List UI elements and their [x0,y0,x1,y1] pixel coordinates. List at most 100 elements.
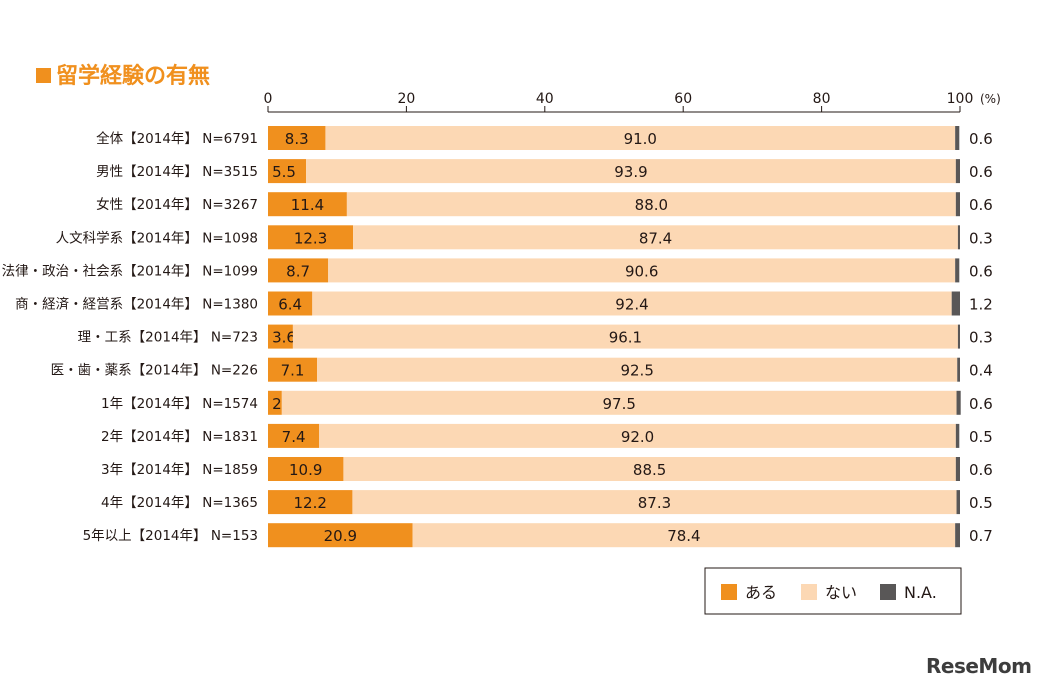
data-label-aru: 8.7 [286,262,310,280]
data-label-nai: 91.0 [624,130,657,148]
bar-na [955,423,960,448]
bar-nai [292,324,958,349]
legend-label: ない [825,583,857,602]
category-label: 理・工系【2014年】 N=723 [78,330,258,346]
data-label-na: 0.6 [969,163,993,181]
data-label-aru: 11.4 [291,196,324,214]
data-label-nai: 78.4 [667,527,700,545]
data-label-nai: 87.3 [638,494,671,512]
category-label: 人文科学系【2014年】 N=1098 [56,230,258,246]
data-label-nai: 93.9 [614,163,647,181]
x-unit-label: (%) [980,92,1001,106]
bar-aru [268,457,344,481]
bar-nai [328,258,956,283]
bar-nai [319,423,956,448]
x-tick-label: 20 [397,91,415,107]
bar-nai [353,225,958,250]
resemom-logo: ReseMom [926,654,1032,678]
chart-title-text: 留学経験の有無 [56,64,211,89]
bar-na [956,490,960,515]
bar-nai [346,192,956,217]
bar-aru [268,192,347,217]
data-label-na: 1.2 [969,296,993,314]
data-label-nai: 92.5 [620,362,653,380]
data-label-na: 0.5 [969,428,993,446]
data-label-aru: 3.6 [272,329,296,347]
bar-aru [268,423,320,448]
bar-aru [268,324,293,349]
x-tick-label: 60 [674,91,692,107]
data-label-nai: 96.1 [609,329,642,347]
bar-na [955,523,960,548]
data-label-nai: 88.5 [633,461,666,479]
bar-nai [312,291,952,316]
category-label: 女性【2014年】 N=3267 [96,196,258,213]
bar-na [956,390,961,415]
data-label-na: 0.7 [969,527,993,545]
data-label-na: 0.5 [969,494,993,512]
bar-aru [268,159,307,184]
data-label-aru: 20.9 [324,527,357,545]
legend-swatch [801,584,817,600]
x-tick-label: 0 [264,91,273,107]
data-label-nai: 97.5 [602,395,635,413]
bar-aru [268,258,329,283]
data-label-aru: 7.1 [281,362,305,380]
bar-na [951,291,960,316]
data-label-na: 0.6 [969,395,993,413]
category-label: 2年【2014年】 N=1831 [101,429,258,445]
data-label-aru: 12.2 [294,494,327,512]
bar-na [955,258,960,283]
x-tick-label: 40 [536,91,554,107]
data-label-aru: 7.4 [282,428,306,446]
category-label: 3年【2014年】 N=1859 [101,462,258,478]
data-label-nai: 92.4 [615,296,648,314]
category-label: 1年【2014年】 N=1574 [101,396,258,412]
data-label-na: 0.6 [969,262,993,280]
bar-na [955,126,960,150]
data-label-na: 0.4 [969,362,993,380]
data-label-na: 0.6 [969,461,993,479]
data-label-nai: 88.0 [635,196,668,214]
data-label-nai: 87.4 [639,229,672,247]
bar-aru [268,225,354,250]
bar-nai [412,523,956,548]
bar-aru [268,357,318,382]
bar-nai [281,390,957,415]
category-label: 男性【2014年】 N=3515 [96,164,258,180]
data-label-nai: 92.0 [621,428,654,446]
bar-na [955,457,960,481]
bar-aru [268,126,326,150]
bar-aru [268,523,413,548]
data-label-na: 0.6 [969,130,993,148]
data-label-aru: 12.3 [294,229,327,247]
data-label-aru: 8.3 [285,130,309,148]
data-label-aru: 10.9 [289,461,322,479]
legend-box [704,567,962,615]
data-label-nai: 90.6 [625,262,658,280]
category-label: 4年【2014年】 N=1365 [101,495,258,511]
legend-label: N.A. [904,583,937,602]
bar-na [957,225,960,250]
legend-swatch [721,584,737,600]
legend-label: ある [745,583,777,602]
title-square-icon [36,68,51,83]
data-label-na: 0.3 [969,329,993,347]
x-tick-label: 80 [813,91,831,107]
bar-aru [268,490,353,515]
category-label: 全体【2014年】 N=6791 [96,130,258,147]
chart-title: 留学経験の有無 [36,58,210,90]
legend-swatch [880,584,896,600]
bar-nai [306,159,956,184]
data-label-na: 0.6 [969,196,993,214]
category-label: 医・歯・薬系【2014年】 N=226 [51,363,258,379]
bar-nai [325,126,956,150]
x-tick-label: 100 [947,91,974,107]
data-label-aru: 6.4 [278,296,302,314]
category-label: 法律・政治・社会系【2014年】 N=1099 [2,263,258,279]
data-label-aru: 5.5 [272,163,296,181]
bar-na [957,324,960,349]
data-label-na: 0.3 [969,229,993,247]
bar-nai [317,357,958,382]
